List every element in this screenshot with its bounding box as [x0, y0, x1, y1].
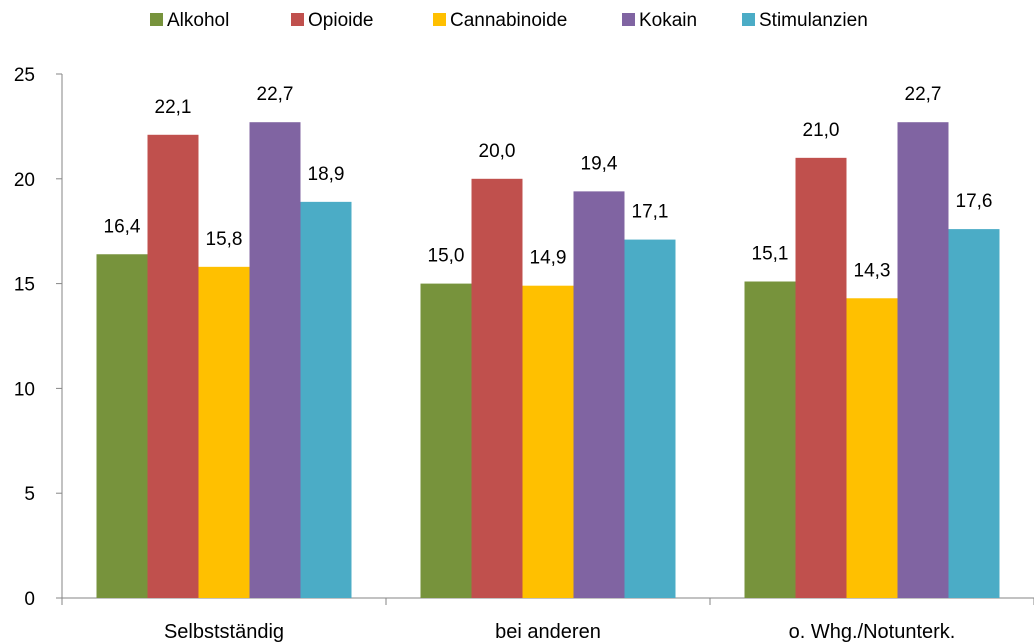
bar-cannabinoide	[198, 266, 250, 598]
y-axis: 0 5 10 15 20 25	[14, 65, 63, 610]
bar-kokain	[573, 191, 625, 598]
y-tick-label: 10	[14, 379, 35, 400]
category-label: bei anderen	[495, 621, 601, 643]
data-label: 21,0	[803, 120, 840, 141]
x-axis: Selbstständig bei anderen o. Whg./Notunter…	[61, 597, 1034, 643]
legend-label: Cannabinoide	[450, 10, 567, 31]
bar-alkohol	[96, 254, 148, 599]
bar-kokain	[249, 122, 301, 598]
legend-item-opioide: Opioide	[291, 10, 374, 31]
y-tick-label: 25	[14, 65, 35, 86]
legend-swatch	[622, 13, 635, 26]
legend-label: Kokain	[639, 10, 697, 31]
data-label: 15,0	[428, 246, 465, 267]
data-label: 20,0	[479, 141, 516, 162]
bar-alkohol	[420, 283, 472, 598]
data-label: 22,1	[155, 97, 192, 118]
legend-swatch	[291, 13, 304, 26]
legend-label: Stimulanzien	[759, 10, 868, 31]
legend-label: Opioide	[308, 10, 374, 31]
bar-opioide	[471, 178, 523, 599]
bar-alkohol	[744, 281, 796, 598]
data-label: 19,4	[581, 153, 618, 174]
bar-opioide	[795, 157, 847, 598]
data-label: 15,8	[206, 229, 243, 250]
data-labels: 16,4 15,0 15,1 22,1 20,0 21,0 15,8 14,9 14,3 22,7…	[104, 84, 993, 281]
legend-item-cannabinoide: Cannabinoide	[433, 10, 567, 31]
legend-swatch	[150, 13, 163, 26]
data-label: 17,6	[956, 191, 993, 212]
y-tick-label: 5	[24, 484, 35, 505]
legend-swatch	[742, 13, 755, 26]
legend-item-stimulanzien: Stimulanzien	[742, 10, 868, 31]
bars	[96, 122, 1000, 599]
data-label: 16,4	[104, 216, 141, 237]
bar-stimulanzien	[948, 229, 1000, 598]
data-label: 15,1	[752, 244, 789, 265]
data-label: 14,3	[854, 260, 891, 281]
data-label: 17,1	[632, 202, 669, 223]
legend-item-alkohol: Alkohol	[150, 10, 229, 31]
legend-swatch	[433, 13, 446, 26]
bar-kokain	[897, 122, 949, 598]
legend-item-kokain: Kokain	[622, 10, 697, 31]
y-tick-label: 0	[24, 589, 35, 610]
data-label: 22,7	[257, 84, 294, 105]
data-label: 22,7	[905, 84, 942, 105]
y-tick-label: 20	[14, 170, 35, 191]
category-label: o. Whg./Notunterk.	[789, 621, 956, 643]
bar-cannabinoide	[522, 285, 574, 598]
category-label: Selbstständig	[164, 621, 284, 643]
bar-cannabinoide	[846, 298, 898, 598]
y-tick-label: 15	[14, 275, 35, 296]
legend-label: Alkohol	[167, 10, 229, 31]
legend: Alkohol Opioide Cannabinoide Kokain Stimulan…	[150, 10, 868, 31]
bar-stimulanzien	[300, 201, 352, 598]
bar-stimulanzien	[624, 239, 676, 599]
bar-opioide	[147, 134, 199, 598]
data-label: 14,9	[530, 248, 567, 269]
data-label: 18,9	[308, 164, 345, 185]
